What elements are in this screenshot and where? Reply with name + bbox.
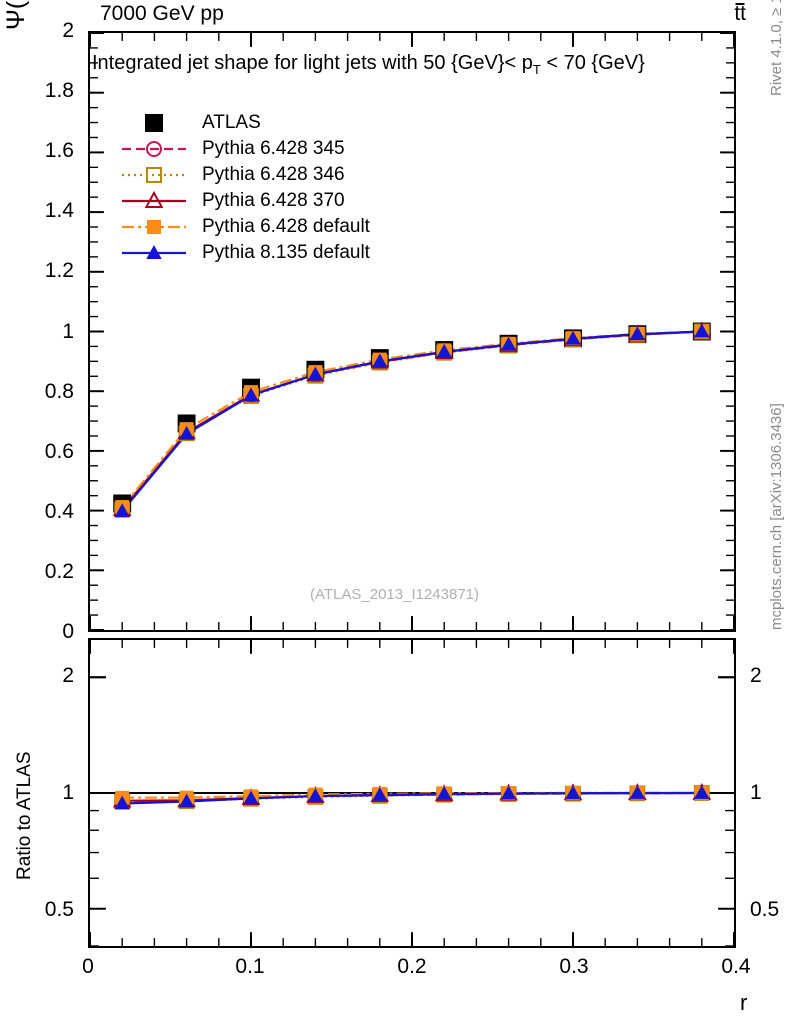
legend-item-label: Pythia 6.428 default [202, 216, 370, 237]
y-tick-label-main: 1.8 [44, 79, 74, 103]
y-tick-label-main: 0.4 [44, 499, 74, 523]
y-tick-label-main: 1 [62, 319, 74, 343]
process-label: tt [734, 2, 746, 25]
x-tick-label: 0.1 [235, 955, 265, 978]
plot-title-suffix: < 70 {GeV} [540, 52, 645, 74]
legend-key-pythia6-default [120, 214, 188, 240]
x-tick-label: 0.3 [559, 955, 589, 978]
y-tick-label-ratio-right: 2 [750, 663, 762, 687]
y-tick-label-ratio: 2 [62, 663, 74, 687]
y-tick-label-ratio-right: 0.5 [750, 898, 780, 922]
legend-item-label: Pythia 6.428 345 [202, 138, 345, 159]
legend-key-atlas [120, 110, 188, 136]
plot-title-subscript: T [532, 62, 541, 77]
legend: ATLAS Pythia 6.428 345 Pythia 6.428 346 Pyt… [120, 110, 370, 266]
y-axis-title-main: Ψ(r) [2, 0, 30, 30]
rivet-version-caption: Rivet 4.1.0, ≥ 100k events [768, 0, 785, 96]
legend-item[interactable]: Pythia 6.428 default [120, 214, 370, 240]
main-plot-panel [88, 31, 736, 632]
x-tick-label: 0.2 [397, 955, 427, 978]
y-tick-label-main: 1.6 [44, 139, 74, 163]
main-plot-svg [90, 33, 734, 630]
y-tick-label-ratio: 1 [62, 781, 74, 804]
y-tick-label-ratio: 0.5 [44, 898, 74, 922]
legend-key-pythia-370 [120, 188, 188, 214]
y-tick-labels-ratio: 0.5 1 2 [0, 638, 82, 948]
y-tick-labels-ratio-right: 0.5 1 2 [742, 638, 786, 948]
y-tick-label-main: 0.6 [44, 439, 74, 463]
y-tick-labels-main: 0 0.2 0.4 0.6 0.8 1 1.2 1.4 1.6 1.8 2 [0, 19, 82, 643]
plot-title-prefix: Integrated jet shape for light jets with… [92, 52, 533, 74]
beam-energy-label: 7000 GeV pp [100, 2, 224, 25]
legend-item[interactable]: ATLAS [120, 110, 370, 136]
ratio-plot-svg [90, 640, 734, 946]
legend-key-pythia-346 [120, 162, 188, 188]
mcplots-source-caption: mcplots.cern.ch [arXiv:1306.3436] [768, 403, 785, 630]
x-tick-label: 0 [82, 955, 94, 978]
legend-item-label: ATLAS [202, 112, 261, 133]
analysis-id-watermark: (ATLAS_2013_I1243871) [310, 586, 480, 603]
y-tick-label-ratio-right: 1 [750, 781, 762, 804]
legend-item-label: Pythia 6.428 346 [202, 164, 345, 185]
y-tick-label-main: 0.2 [44, 559, 74, 583]
y-tick-label-main: 0 [62, 620, 74, 643]
y-tick-label-main: 1.2 [44, 259, 74, 283]
legend-item[interactable]: Pythia 6.428 346 [120, 162, 370, 188]
legend-item-label: Pythia 6.428 370 [202, 190, 345, 211]
legend-item[interactable]: Pythia 6.428 370 [120, 188, 370, 214]
x-tick-label: 0.4 [721, 955, 751, 978]
x-tick-labels: 0 0.1 0.2 0.3 0.4 [82, 955, 750, 985]
y-tick-label-main: 1.4 [44, 199, 74, 223]
y-tick-label-main: 0.8 [44, 379, 74, 403]
ratio-plot-panel [88, 638, 736, 948]
legend-item-label: Pythia 8.135 default [202, 242, 370, 263]
y-tick-label-main: 2 [62, 19, 74, 42]
overline-bar [735, 3, 745, 5]
x-axis-title: r [740, 990, 748, 1015]
legend-key-pythia-345 [120, 136, 188, 162]
legend-item[interactable]: Pythia 6.428 345 [120, 136, 370, 162]
plot-title: Integrated jet shape for light jets with… [92, 52, 742, 77]
legend-key-pythia8-default [120, 240, 188, 266]
legend-item[interactable]: Pythia 8.135 default [120, 240, 370, 266]
